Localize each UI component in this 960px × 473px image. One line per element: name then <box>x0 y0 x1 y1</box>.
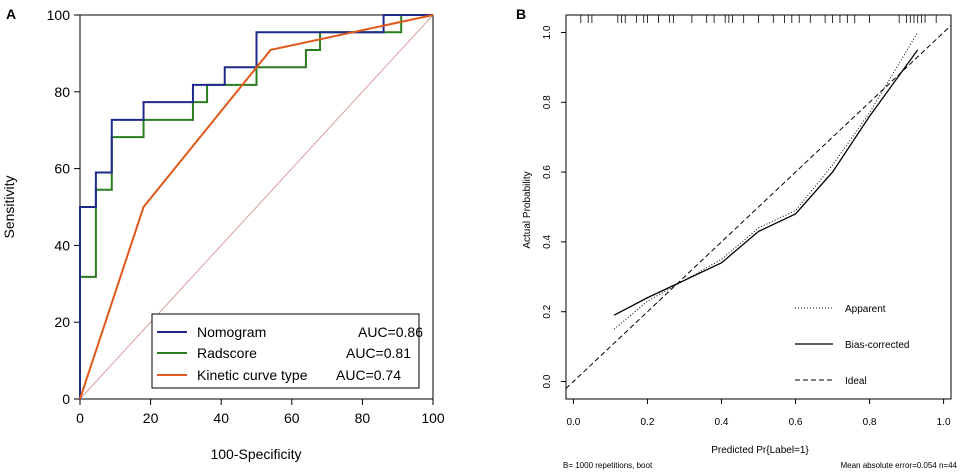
b-y-tick-label-5: 1.0 <box>542 25 553 39</box>
a-series-radscore <box>79 14 433 399</box>
panel-b-axes: 0.0 0.2 0.4 0.6 0.8 1.0 0.0 0.2 0.4 0.6 0.8 1.0 <box>542 25 951 428</box>
a-y-tick-label-5: 100 <box>47 7 71 23</box>
panel-a-xlabel: 100-Specificity <box>210 446 301 462</box>
legend-auc-kinetic: AUC=0.74 <box>336 367 401 383</box>
b-series-apparent <box>613 32 919 330</box>
panel-a-ylabel: Sensitivity <box>1 175 17 238</box>
legend-label-apparent: Apparent <box>845 304 886 315</box>
b-series-bias-corrected <box>613 49 919 316</box>
b-x-tick-label-0: 0.0 <box>566 417 580 428</box>
a-series-reference <box>79 14 434 400</box>
panel-b-calibration-chart: 0.0 0.2 0.4 0.6 0.8 1.0 0.0 0.2 0.4 0.6 0.8 1.0 Pre… <box>522 14 958 470</box>
b-y-tick-label-3: 0.6 <box>542 165 553 179</box>
a-x-tick-label-0: 0 <box>76 410 84 426</box>
a-y-tick-label-0: 0 <box>62 391 70 407</box>
a-y-tick-label-4: 80 <box>54 84 70 100</box>
legend-label-nomogram: Nomogram <box>197 324 266 340</box>
b-y-tick-label-2: 0.4 <box>542 235 553 249</box>
a-y-tick-label-3: 60 <box>54 161 70 177</box>
b-x-tick-label-3: 0.6 <box>789 417 803 428</box>
b-y-tick-label-0: 0.0 <box>542 374 553 388</box>
a-x-tick-label-1: 20 <box>143 410 159 426</box>
legend-auc-nomogram: AUC=0.86 <box>358 324 423 340</box>
b-series-ideal <box>565 25 952 389</box>
a-y-tick-label-1: 20 <box>54 314 70 330</box>
b-x-tick-label-5: 1.0 <box>937 417 951 428</box>
panel-b-xlabel: Predicted Pr{Label=1} <box>711 445 809 456</box>
legend-label-bias-corrected: Bias-corrected <box>845 340 909 351</box>
a-x-tick-label-5: 100 <box>421 410 445 426</box>
b-x-tick-label-1: 0.2 <box>640 417 654 428</box>
panel-b-footer-left: B= 1000 repetitions, boot <box>563 461 653 470</box>
panel-b-legend: Apparent Bias-corrected Ideal <box>795 304 909 387</box>
b-x-tick-label-2: 0.4 <box>715 417 729 428</box>
a-x-tick-label-3: 60 <box>284 410 300 426</box>
legend-label-ideal: Ideal <box>845 376 867 387</box>
panel-b-footer-right: Mean absolute error=0.054 n=44 <box>840 461 957 470</box>
panel-b-ylabel: Actual Probability <box>522 171 533 248</box>
a-series-kinetic-curve-type <box>79 14 434 400</box>
a-x-tick-label-4: 80 <box>355 410 371 426</box>
panel-a-legend-box <box>151 313 420 389</box>
panel-a-label: A <box>6 6 16 22</box>
panel-b-series <box>565 25 952 389</box>
panel-a-series <box>79 14 434 400</box>
legend-auc-radscore: AUC=0.81 <box>346 345 411 361</box>
a-series-nomogram <box>79 14 433 399</box>
a-y-tick-label-2: 40 <box>54 237 70 253</box>
b-y-tick-label-1: 0.2 <box>542 304 553 318</box>
panel-a-roc-chart: 0 20 40 60 80 100 0 20 40 60 80 100 100-Specificity… <box>1 7 445 462</box>
b-y-tick-label-4: 0.8 <box>542 95 553 109</box>
panel-b-rug <box>580 15 937 23</box>
panel-a-legend: Nomogram AUC=0.86 Radscore AUC=0.81 Kine… <box>151 313 423 389</box>
legend-label-kinetic: Kinetic curve type <box>197 367 308 383</box>
legend-label-radscore: Radscore <box>197 345 257 361</box>
panel-b-label: B <box>516 6 526 22</box>
a-x-tick-label-2: 40 <box>213 410 229 426</box>
panel-a-axes: 0 20 40 60 80 100 0 20 40 60 80 100 <box>47 7 445 426</box>
b-x-tick-label-4: 0.8 <box>863 417 877 428</box>
